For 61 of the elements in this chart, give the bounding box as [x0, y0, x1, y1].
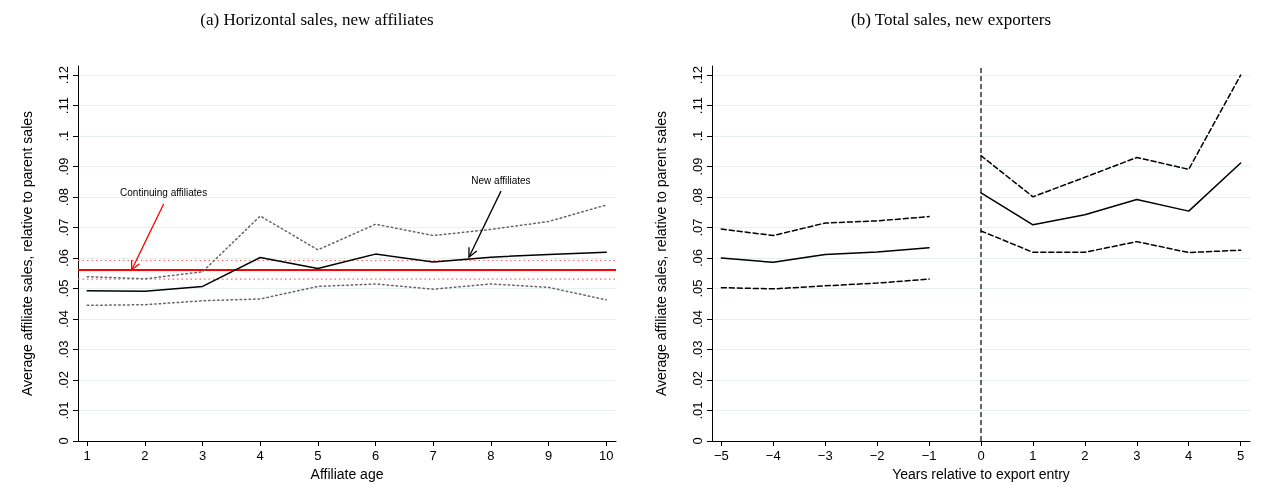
y-tick-label: .01 — [690, 401, 705, 420]
x-tick-label: 0 — [977, 448, 985, 463]
y-tick-label: .08 — [690, 188, 705, 207]
y-tick-label: .01 — [56, 401, 71, 420]
x-tick-label: 10 — [598, 448, 614, 463]
x-axis-title: Years relative to export entry — [892, 465, 1070, 482]
y-axis-title: Average affiliate sales, relative to parent sales — [653, 110, 669, 397]
x-tick-label: 4 — [256, 448, 264, 463]
y-tick-label: .09 — [56, 157, 71, 176]
x-tick-label: 1 — [1029, 448, 1037, 463]
x-tick-label: 4 — [1185, 448, 1193, 463]
annotation: New affiliates — [471, 174, 531, 186]
x-tick-label: 2 — [141, 448, 149, 463]
x-tick-label: −1 — [921, 448, 937, 463]
line-series — [720, 215, 930, 237]
line-series — [720, 246, 930, 264]
x-tick-label: −3 — [817, 448, 833, 463]
x-tick-label: 5 — [1237, 448, 1245, 463]
x-tick-label: 2 — [1081, 448, 1089, 463]
y-tick-label: .03 — [690, 340, 705, 359]
line-series — [86, 204, 607, 280]
y-tick-label: .06 — [690, 249, 705, 268]
x-tick-label: 3 — [1133, 448, 1141, 463]
y-tick-label: .1 — [690, 130, 705, 142]
chart-title: (b) Total sales, new exporters — [850, 10, 1052, 29]
y-tick-label: .04 — [690, 310, 705, 329]
y-tick-label: .11 — [690, 97, 705, 115]
y-axis-title: Average affiliate sales, relative to parent sales — [19, 110, 35, 397]
x-tick-label: 7 — [429, 448, 437, 463]
y-tick-label: .05 — [56, 279, 71, 298]
y-tick-label: .07 — [56, 218, 71, 237]
x-tick-label: 1 — [83, 448, 91, 463]
y-tick-label: .02 — [56, 370, 71, 390]
line-series — [86, 251, 607, 293]
y-tick-label: 0 — [690, 437, 705, 445]
x-tick-label: 9 — [544, 448, 553, 463]
x-tick-label: 6 — [371, 448, 380, 463]
y-tick-label: .07 — [690, 218, 705, 237]
y-tick-label: .06 — [56, 249, 71, 268]
y-tick-label: .1 — [56, 130, 71, 142]
y-tick-label: .09 — [690, 157, 705, 176]
y-tick-label: .12 — [56, 66, 71, 85]
annotation: Continuing affiliates — [120, 187, 208, 199]
y-tick-label: .02 — [690, 370, 705, 390]
x-tick-label: 5 — [314, 448, 322, 463]
x-tick-label: −4 — [765, 448, 781, 463]
x-tick-label: −5 — [713, 448, 729, 463]
y-tick-label: .08 — [56, 188, 71, 207]
y-tick-label: 0 — [56, 437, 71, 445]
x-tick-label: 8 — [487, 448, 495, 463]
line-series — [720, 278, 930, 290]
y-tick-label: .11 — [56, 97, 71, 115]
x-tick-label: 3 — [198, 448, 207, 463]
y-tick-label: .05 — [690, 279, 705, 298]
line-series — [86, 283, 607, 307]
chart-title: (a) Horizontal sales, new affiliates — [200, 10, 434, 29]
x-axis-title: Affiliate age — [310, 465, 384, 482]
y-tick-label: .04 — [56, 310, 71, 329]
y-tick-label: .03 — [56, 340, 71, 359]
x-tick-label: −2 — [869, 448, 885, 463]
y-tick-label: .12 — [690, 66, 705, 85]
